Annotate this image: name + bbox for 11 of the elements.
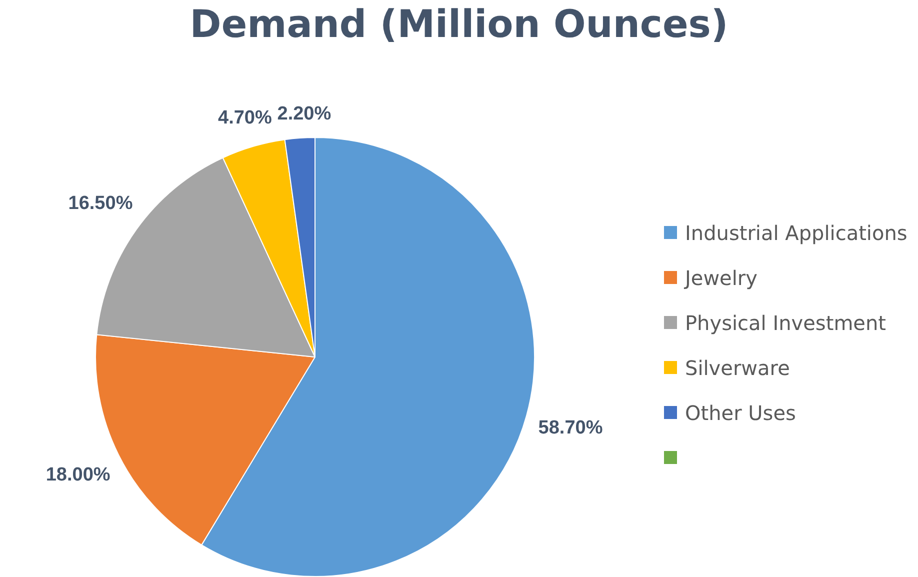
legend-label: Silverware xyxy=(685,356,790,380)
data-label: 16.50% xyxy=(68,193,133,214)
chart-title: Demand (Million Ounces) xyxy=(188,2,730,46)
legend-label: Physical Investment xyxy=(685,310,886,334)
data-label: 18.00% xyxy=(46,464,110,486)
data-label: 2.20% xyxy=(277,103,332,124)
data-label: 4.70% xyxy=(218,108,272,129)
legend-label: Jewelry xyxy=(685,266,758,290)
data-label: 58.70% xyxy=(538,417,603,438)
legend-label: Industrial Applications xyxy=(685,220,908,244)
legend-label: Other Uses xyxy=(685,400,796,424)
